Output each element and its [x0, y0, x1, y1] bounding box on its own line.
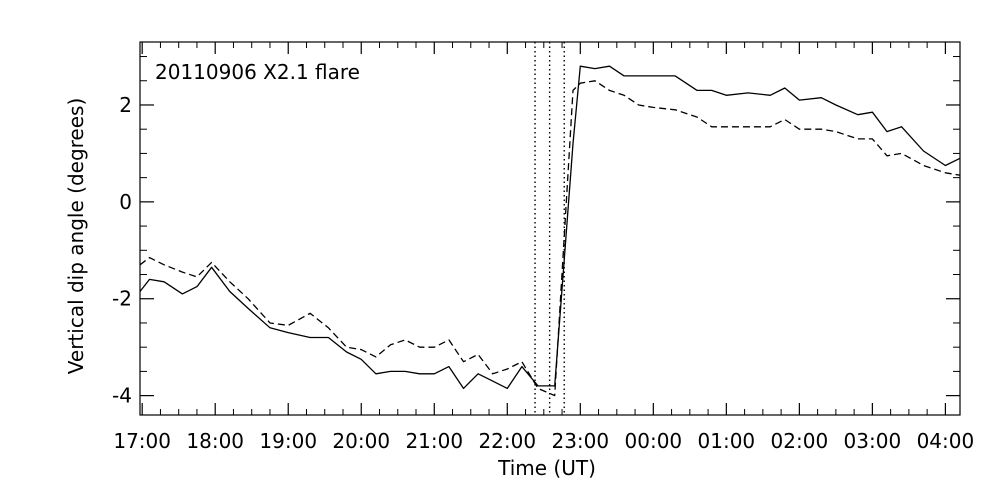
plot-frame: [139, 41, 961, 416]
y-tick-label: 2: [119, 93, 132, 117]
flare-annotation: 20110906 X2.1 flare: [155, 60, 360, 84]
x-tick-label: 20:00: [332, 429, 390, 453]
x-tick-label: 02:00: [771, 429, 829, 453]
y-tick-label: 0: [119, 190, 132, 214]
x-tick-label: 01:00: [698, 429, 756, 453]
x-tick-label: 17:00: [113, 429, 171, 453]
x-axis-label: Time (UT): [497, 456, 596, 480]
y-tick-label: -2: [112, 287, 132, 311]
axis-ticks: 17:00 18:00 19:00 20:00 21:00 22:00 23:00 00:00…: [112, 42, 974, 453]
x-tick-label: 03:00: [844, 429, 902, 453]
x-tick-label: 00:00: [625, 429, 683, 453]
x-tick-label: 04:00: [917, 429, 975, 453]
x-tick-label: 19:00: [259, 429, 317, 453]
data-series: [139, 65, 961, 397]
x-tick-label: 18:00: [186, 429, 244, 453]
y-axis-label: Vertical dip angle (degrees): [64, 98, 88, 374]
y-tick-label: -4: [112, 384, 132, 408]
x-tick-label: 23:00: [551, 429, 609, 453]
solid-series-line: [139, 65, 961, 390]
x-tick-label: 22:00: [478, 429, 536, 453]
flare-time-markers: [534, 42, 565, 415]
x-tick-label: 21:00: [405, 429, 463, 453]
